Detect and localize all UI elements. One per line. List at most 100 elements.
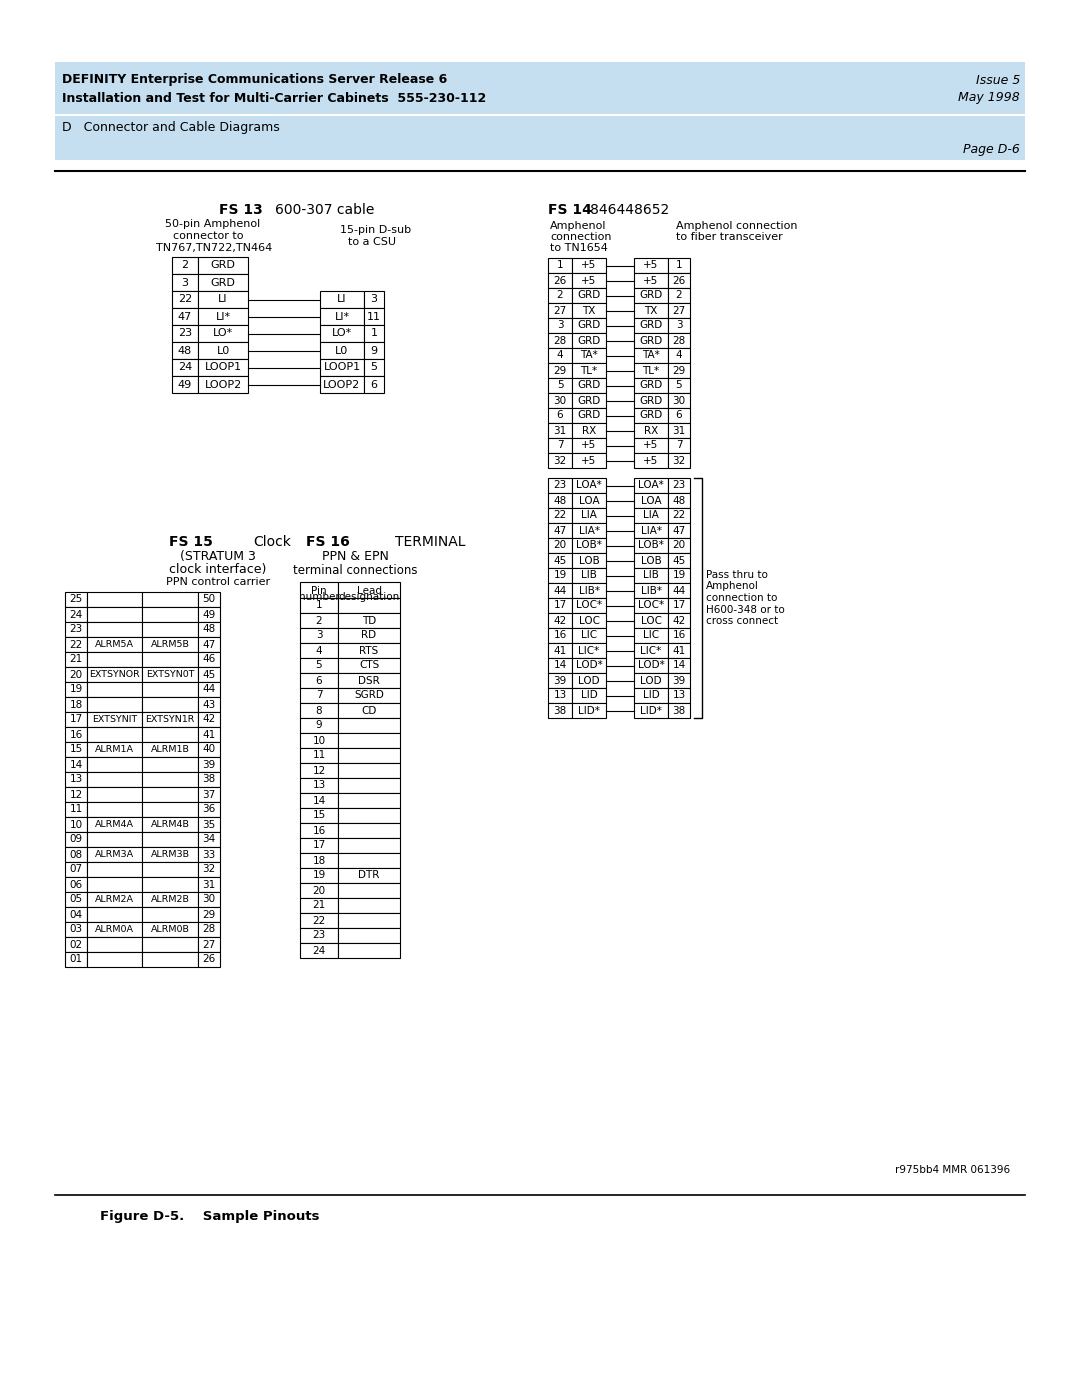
Text: GRD: GRD <box>578 335 600 345</box>
Bar <box>198 773 220 787</box>
Text: Pass thru to
Amphenol
connection to
H600-348 or to
cross connect: Pass thru to Amphenol connection to H600… <box>706 570 785 626</box>
Text: LIC: LIC <box>643 630 659 640</box>
Bar <box>198 307 248 326</box>
Bar <box>548 629 572 643</box>
Text: 36: 36 <box>202 805 216 814</box>
Bar <box>669 538 690 553</box>
Bar <box>65 697 87 712</box>
Bar <box>300 838 338 854</box>
Bar <box>338 703 400 718</box>
Bar <box>634 509 669 522</box>
Bar <box>87 666 141 682</box>
Bar <box>548 423 572 439</box>
Text: ALRM4A: ALRM4A <box>95 820 134 828</box>
Bar <box>172 274 198 291</box>
Bar <box>669 258 690 272</box>
Bar <box>548 272 572 288</box>
Text: GRD: GRD <box>211 260 235 271</box>
Text: LOD*: LOD* <box>637 661 664 671</box>
Text: LIA*: LIA* <box>579 525 599 535</box>
Bar <box>548 673 572 687</box>
Bar <box>65 833 87 847</box>
Bar <box>634 379 669 393</box>
Bar <box>87 833 141 847</box>
Bar <box>198 291 248 307</box>
Bar <box>634 408 669 423</box>
Text: 35: 35 <box>202 820 216 830</box>
Text: CD: CD <box>362 705 377 715</box>
Text: number: number <box>299 592 339 602</box>
Bar <box>572 408 606 423</box>
Text: LI*: LI* <box>335 312 350 321</box>
Text: LIA*: LIA* <box>640 525 661 535</box>
Text: LOB*: LOB* <box>576 541 602 550</box>
Bar <box>572 673 606 687</box>
Bar <box>198 682 220 697</box>
Bar <box>87 592 141 608</box>
Bar <box>65 726 87 742</box>
Bar <box>198 652 220 666</box>
Text: EXTSYN0T: EXTSYN0T <box>146 671 194 679</box>
Bar <box>141 817 198 833</box>
Bar <box>198 833 220 847</box>
Bar <box>548 569 572 583</box>
Text: 7: 7 <box>315 690 322 700</box>
Bar <box>87 787 141 802</box>
Bar <box>172 376 198 393</box>
Text: 05: 05 <box>69 894 82 904</box>
Bar <box>634 319 669 332</box>
Text: LOD: LOD <box>640 676 662 686</box>
Bar <box>141 847 198 862</box>
Text: 9: 9 <box>315 721 322 731</box>
Bar <box>338 823 400 838</box>
Bar <box>172 291 198 307</box>
Bar <box>548 303 572 319</box>
Bar <box>338 807 400 823</box>
Text: LIC*: LIC* <box>579 645 599 655</box>
Bar <box>300 718 338 733</box>
Text: 14: 14 <box>553 661 567 671</box>
Bar <box>572 439 606 453</box>
Bar <box>548 288 572 303</box>
Bar <box>198 742 220 757</box>
Text: 41: 41 <box>202 729 216 739</box>
Bar <box>548 379 572 393</box>
Bar <box>87 937 141 951</box>
Text: LIA: LIA <box>643 510 659 521</box>
Bar <box>634 303 669 319</box>
Bar <box>87 622 141 637</box>
Bar <box>364 376 384 393</box>
Text: 07: 07 <box>69 865 82 875</box>
Text: 28: 28 <box>202 925 216 935</box>
Text: 44: 44 <box>202 685 216 694</box>
Bar <box>669 393 690 408</box>
Bar <box>572 613 606 629</box>
Bar <box>548 613 572 629</box>
Text: 12: 12 <box>69 789 83 799</box>
Text: 5: 5 <box>315 661 322 671</box>
Text: Figure D-5.    Sample Pinouts: Figure D-5. Sample Pinouts <box>100 1210 320 1222</box>
Bar <box>198 257 248 274</box>
Bar <box>669 629 690 643</box>
Text: 18: 18 <box>312 855 326 866</box>
Bar <box>198 359 248 376</box>
Bar <box>669 598 690 613</box>
Bar <box>634 332 669 348</box>
Bar <box>141 742 198 757</box>
Text: LID*: LID* <box>640 705 662 715</box>
Text: TX: TX <box>645 306 658 316</box>
Bar <box>65 712 87 726</box>
Bar <box>198 326 248 342</box>
Text: r975bb4 MMR 061396: r975bb4 MMR 061396 <box>895 1165 1010 1175</box>
Bar <box>141 666 198 682</box>
Text: 39: 39 <box>553 676 567 686</box>
Bar <box>65 937 87 951</box>
Bar <box>198 666 220 682</box>
Text: 4: 4 <box>556 351 564 360</box>
Bar <box>87 922 141 937</box>
Bar <box>669 613 690 629</box>
Bar <box>548 509 572 522</box>
Text: LOOP2: LOOP2 <box>323 380 361 390</box>
Text: TL*: TL* <box>580 366 597 376</box>
Bar <box>548 319 572 332</box>
